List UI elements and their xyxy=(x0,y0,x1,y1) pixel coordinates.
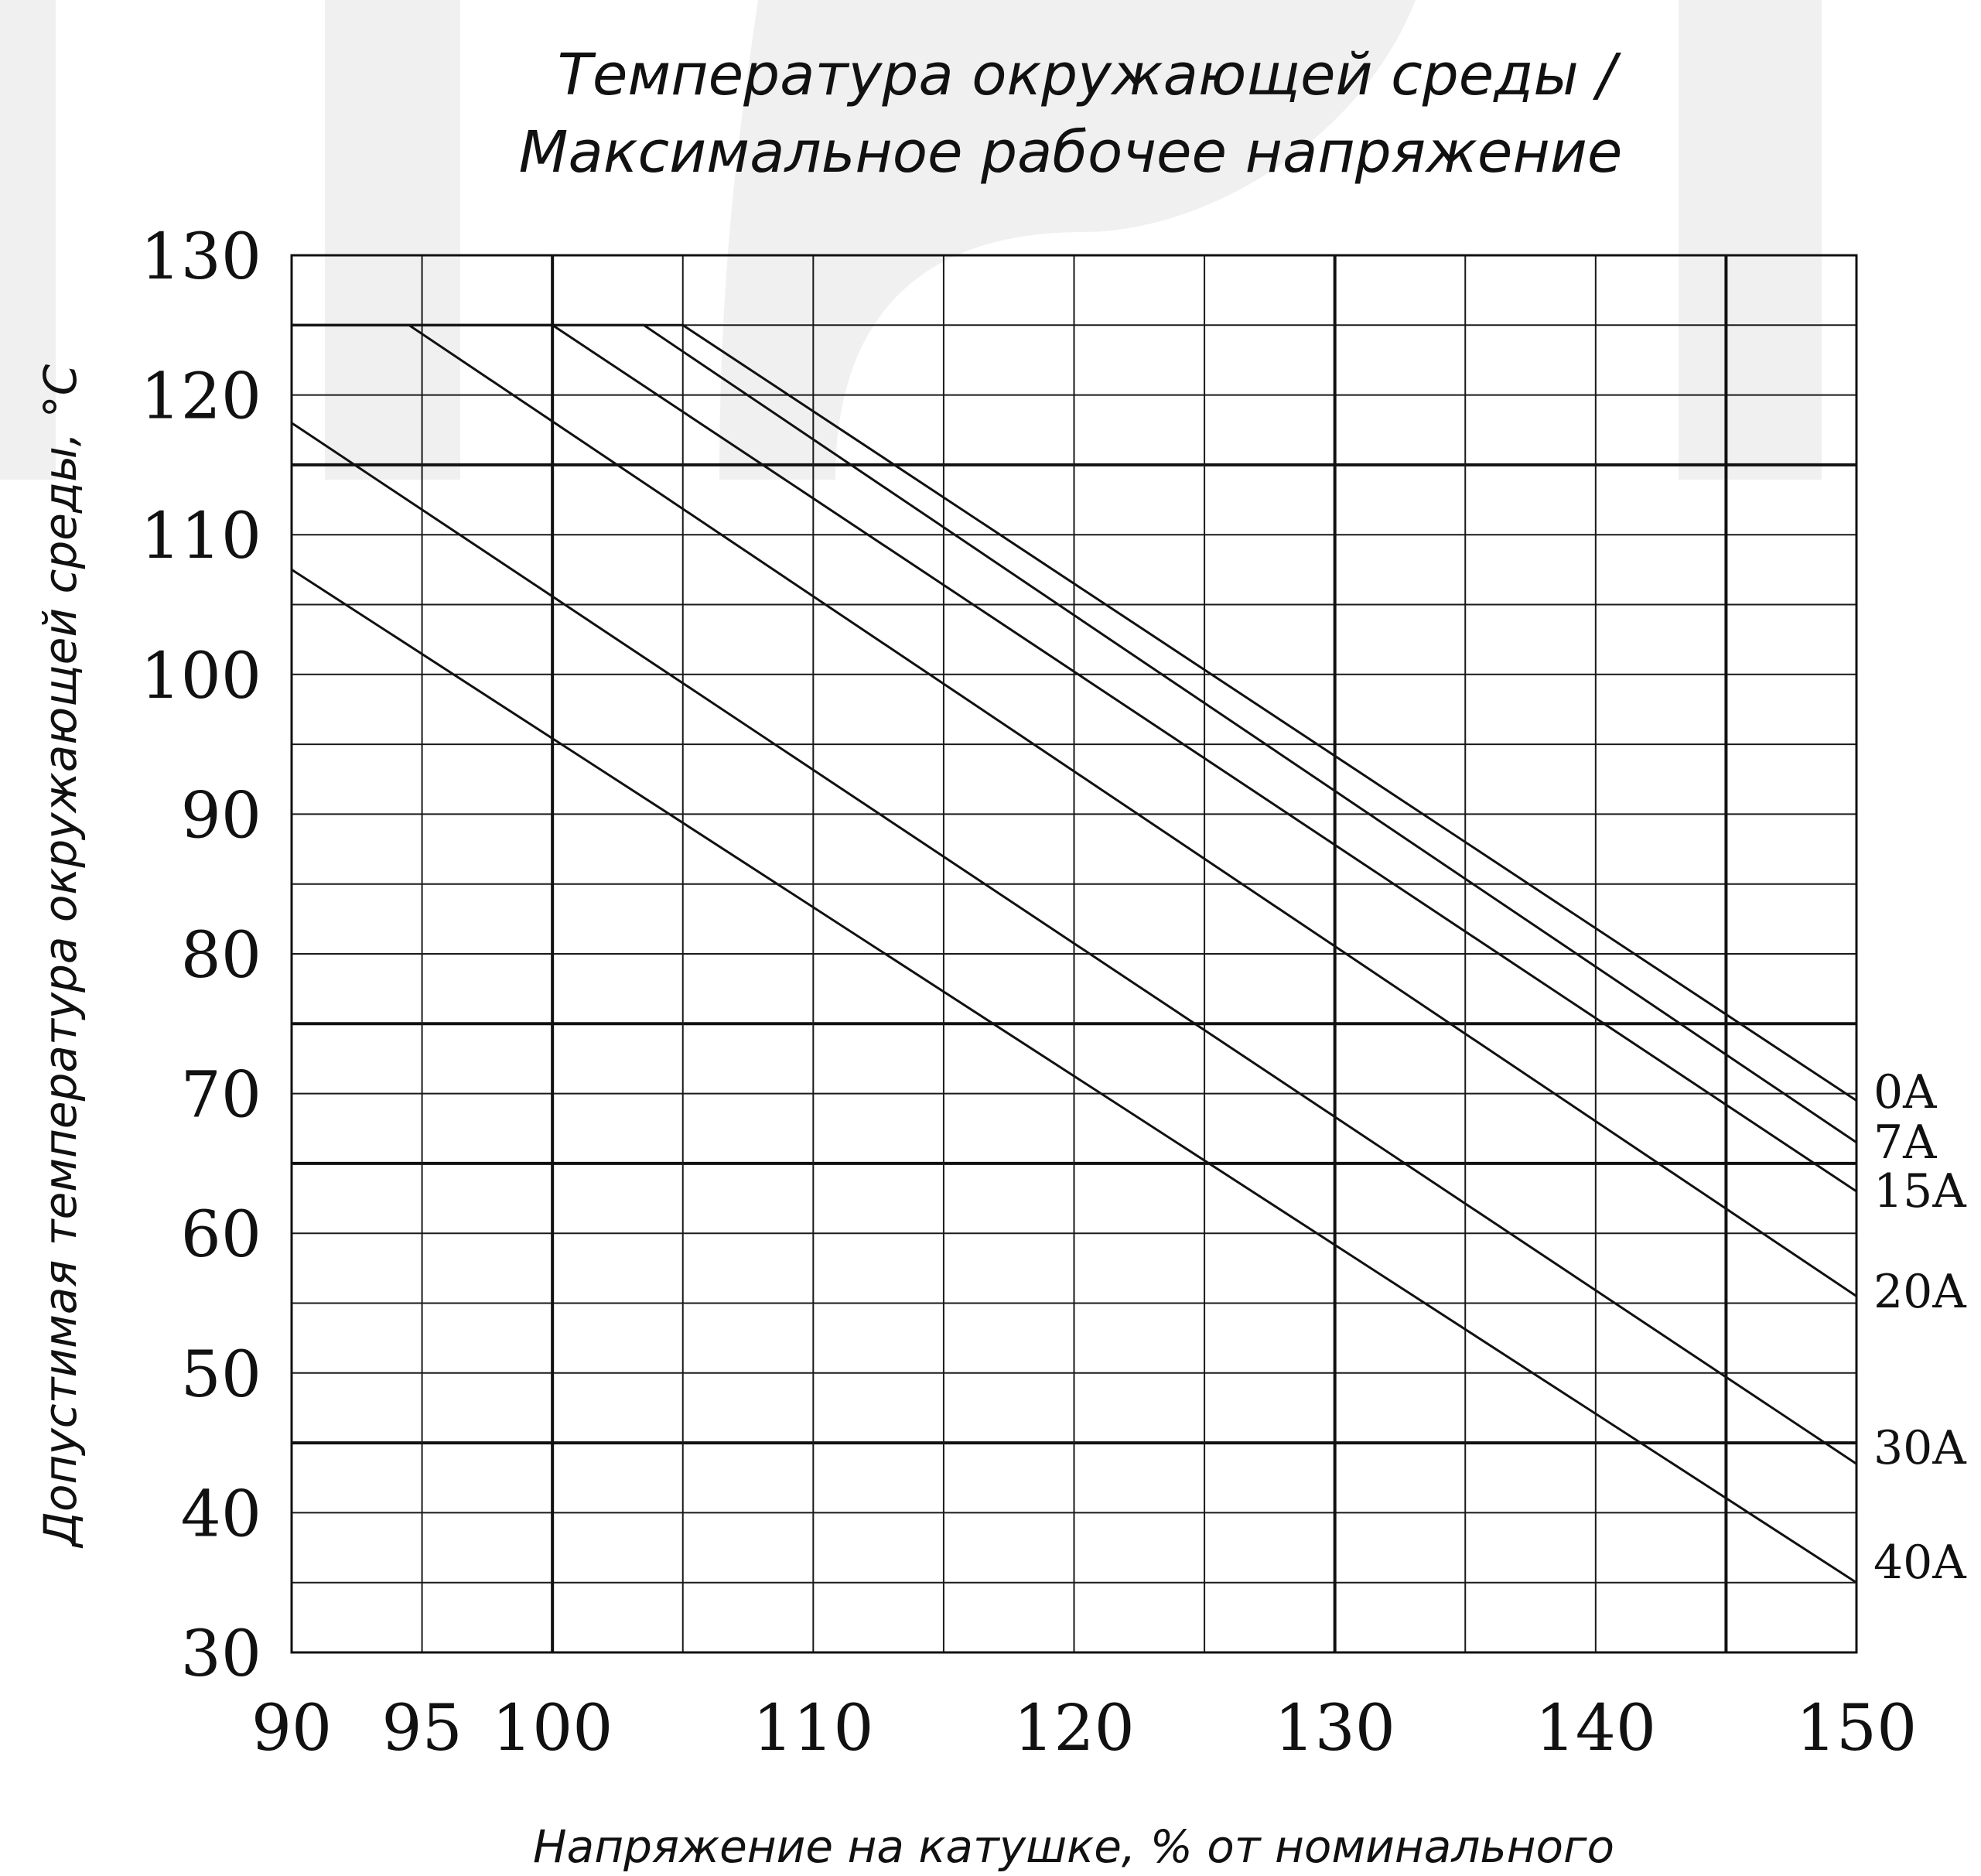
y-tick-label-30: 30 xyxy=(181,1618,261,1691)
watermark-arc xyxy=(719,0,1416,480)
series-label-15a: 15A xyxy=(1873,1164,1966,1218)
y-tick-label-80: 80 xyxy=(181,919,261,993)
x-axis-title: Напряжение на катушке, % от номинального xyxy=(533,1820,1614,1873)
chart-title-line-2: Максимальное рабочее напряжение xyxy=(519,119,1623,186)
watermark-bar-left xyxy=(0,0,56,480)
watermark-bar-right xyxy=(1679,0,1822,480)
x-tick-label-95: 95 xyxy=(381,1692,462,1765)
y-tick-labels: 30 40 50 60 70 80 90 100 110 120 130 xyxy=(140,220,261,1691)
plot-area-frame xyxy=(290,254,1858,1654)
series-label-40a: 40A xyxy=(1873,1536,1966,1590)
series-label-0a: 0A xyxy=(1873,1065,1937,1119)
y-tick-label-90: 90 xyxy=(181,779,261,853)
x-tick-label-120: 120 xyxy=(1013,1692,1135,1765)
y-tick-label-60: 60 xyxy=(181,1198,261,1272)
y-tick-label-110: 110 xyxy=(140,500,261,573)
series-label-30a: 30A xyxy=(1873,1421,1966,1475)
x-tick-label-150: 150 xyxy=(1796,1692,1918,1765)
watermark-bar-center-left xyxy=(325,0,460,480)
y-tick-label-130: 130 xyxy=(140,220,261,294)
y-tick-label-70: 70 xyxy=(181,1059,261,1133)
x-gridlines xyxy=(291,255,1857,1652)
chart-title-line-1: Температура окружающей среды / xyxy=(558,42,1622,108)
series-line-40a xyxy=(291,569,1857,1584)
watermark xyxy=(0,0,1822,480)
y-axis-title: Допустимая температура окружающей среды,… xyxy=(34,364,87,1549)
y-tick-label-40: 40 xyxy=(181,1478,261,1551)
y-tick-label-50: 50 xyxy=(181,1338,261,1412)
series-lines xyxy=(291,323,1857,1584)
x-tick-label-140: 140 xyxy=(1535,1692,1657,1765)
series-line-30a xyxy=(291,422,1857,1465)
series-label-7a: 7A xyxy=(1873,1116,1937,1170)
series-label-20a: 20A xyxy=(1873,1265,1966,1319)
series-line-20a xyxy=(292,323,1857,1297)
y-tick-label-100: 100 xyxy=(140,640,261,713)
x-tick-label-100: 100 xyxy=(492,1692,613,1765)
x-tick-label-110: 110 xyxy=(753,1692,874,1765)
x-tick-labels: 90 95 100 110 120 130 140 150 xyxy=(251,1692,1917,1765)
y-tick-label-120: 120 xyxy=(140,361,261,434)
x-tick-label-90: 90 xyxy=(251,1692,332,1765)
x-tick-label-130: 130 xyxy=(1274,1692,1395,1765)
